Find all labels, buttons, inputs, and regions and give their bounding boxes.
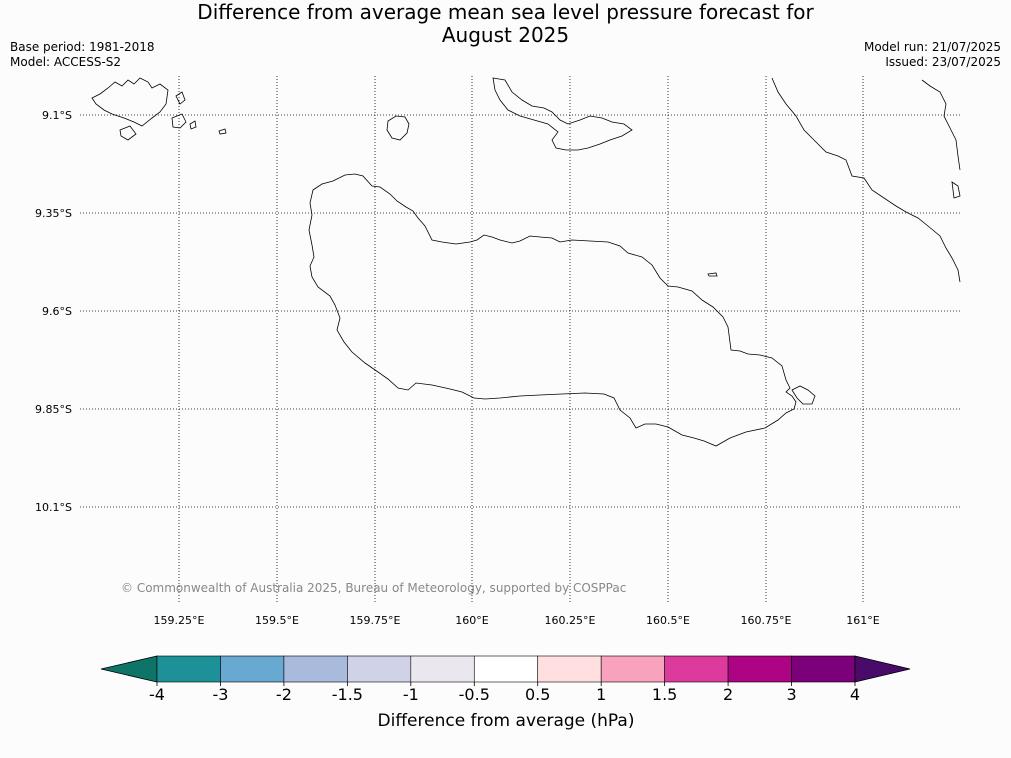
map-title-line1: Difference from average mean sea level p… xyxy=(197,0,814,24)
lat-label: 9.1°S xyxy=(42,109,72,122)
lat-label: 9.6°S xyxy=(42,305,72,318)
colorbar-tick-label: 2 xyxy=(723,685,733,704)
issued-date: Issued: 23/07/2025 xyxy=(885,55,1001,69)
lat-label: 9.35°S xyxy=(35,207,72,220)
colorbar-tick-label: -2 xyxy=(276,685,292,704)
colorbar-tick-label: 4 xyxy=(850,685,860,704)
ne-coastline-east xyxy=(921,79,961,171)
colorbar-tick-label: -3 xyxy=(212,685,228,704)
colorbar: -4 -3 -2 -1.5 -1 -0.5 0.5 1 1.5 2 3 4 xyxy=(100,655,911,704)
lon-label: 161°E xyxy=(846,614,879,627)
nw-islands-coastline xyxy=(91,77,169,127)
ne-islet-coastline xyxy=(951,181,961,199)
colorbar-tick-label: -1 xyxy=(403,685,419,704)
se-islet-coastline xyxy=(791,385,816,405)
n-islands-coastline xyxy=(492,77,633,151)
nw-islet-coastline xyxy=(119,125,137,141)
colorbar-label: Difference from average (hPa) xyxy=(378,711,635,731)
lon-label: 159.25°E xyxy=(154,614,205,627)
colorbar-tick-label: 3 xyxy=(786,685,796,704)
colorbar-segment xyxy=(600,655,665,683)
colorbar-tick-label: 0.5 xyxy=(525,685,550,704)
gridlines xyxy=(80,76,960,604)
lat-label: 9.85°S xyxy=(35,403,72,416)
model-run-date: Model run: 21/07/2025 xyxy=(863,40,1001,54)
colorbar-tick-label: -4 xyxy=(149,685,165,704)
round-island-coastline xyxy=(386,115,410,141)
colorbar-segment xyxy=(473,655,539,683)
colorbar-segment xyxy=(220,655,285,683)
lon-label: 159.75°E xyxy=(350,614,401,627)
model-name: Model: ACCESS-S2 xyxy=(10,55,122,69)
colorbar-segment xyxy=(664,655,729,683)
colorbar-segment xyxy=(283,655,348,683)
lon-label: 159.5°E xyxy=(255,614,299,627)
lat-label: 10.1°S xyxy=(35,501,72,514)
colorbar-tick-label: 1.5 xyxy=(652,685,677,704)
colorbar-segment xyxy=(537,655,602,683)
colorbar-tick-label: -1.5 xyxy=(332,685,363,704)
colorbar-segment xyxy=(791,655,856,683)
map-title-line2: August 2025 xyxy=(441,23,570,47)
colorbar-tick-label: 1 xyxy=(596,685,606,704)
lon-label: 160.5°E xyxy=(646,614,690,627)
colorbar-tick-label: -0.5 xyxy=(459,685,490,704)
credit-text: © Commonwealth of Australia 2025, Bureau… xyxy=(121,581,626,595)
ne-coastline xyxy=(771,77,961,283)
colorbar-segment xyxy=(156,655,221,683)
lon-label: 160°E xyxy=(455,614,488,627)
main-island-coastline xyxy=(308,173,797,447)
nw-islet-coastline xyxy=(171,113,187,129)
colorbar-segment xyxy=(727,655,792,683)
colorbar-segment xyxy=(410,655,475,683)
coastlines xyxy=(91,77,961,447)
nw-islet-coastline xyxy=(175,91,186,105)
lon-label: 160.75°E xyxy=(741,614,792,627)
small-islet-coastline xyxy=(707,272,718,277)
colorbar-under-arrow xyxy=(100,655,158,683)
colorbar-segment xyxy=(347,655,412,683)
colorbar-over-arrow xyxy=(854,655,911,683)
nw-islet-coastline xyxy=(218,128,227,135)
nw-islet-coastline xyxy=(189,120,197,130)
lon-label: 160.25°E xyxy=(545,614,596,627)
base-period: Base period: 1981-2018 xyxy=(10,40,155,54)
